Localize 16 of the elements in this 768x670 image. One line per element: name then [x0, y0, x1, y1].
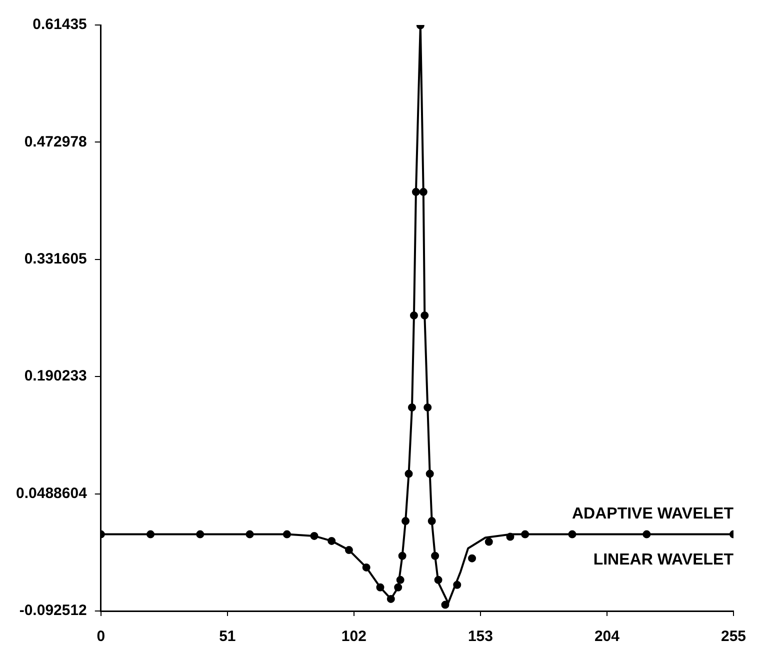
- x-tick-label: 204: [594, 628, 620, 646]
- x-tick-label: 102: [341, 628, 366, 646]
- y-tick-label: 0.190233: [24, 368, 87, 385]
- series-label: ADAPTIVE WAVELET: [572, 505, 734, 522]
- series-label: LINEAR WAVELET: [593, 551, 734, 568]
- x-tick-label: 51: [219, 628, 236, 646]
- y-tick-label: 0.61435: [32, 16, 87, 34]
- x-tick-label: 153: [468, 628, 493, 646]
- y-tick-label: 0.331605: [24, 250, 87, 268]
- point: [468, 554, 476, 562]
- point: [484, 538, 493, 546]
- x-tick-label: 255: [720, 628, 746, 646]
- x-tick-label: 0: [96, 628, 106, 646]
- y-tick-label: -0.092512: [19, 602, 87, 620]
- y-tick-label: 0.472978: [24, 133, 87, 150]
- y-tick-label: 0.0488604: [16, 484, 88, 502]
